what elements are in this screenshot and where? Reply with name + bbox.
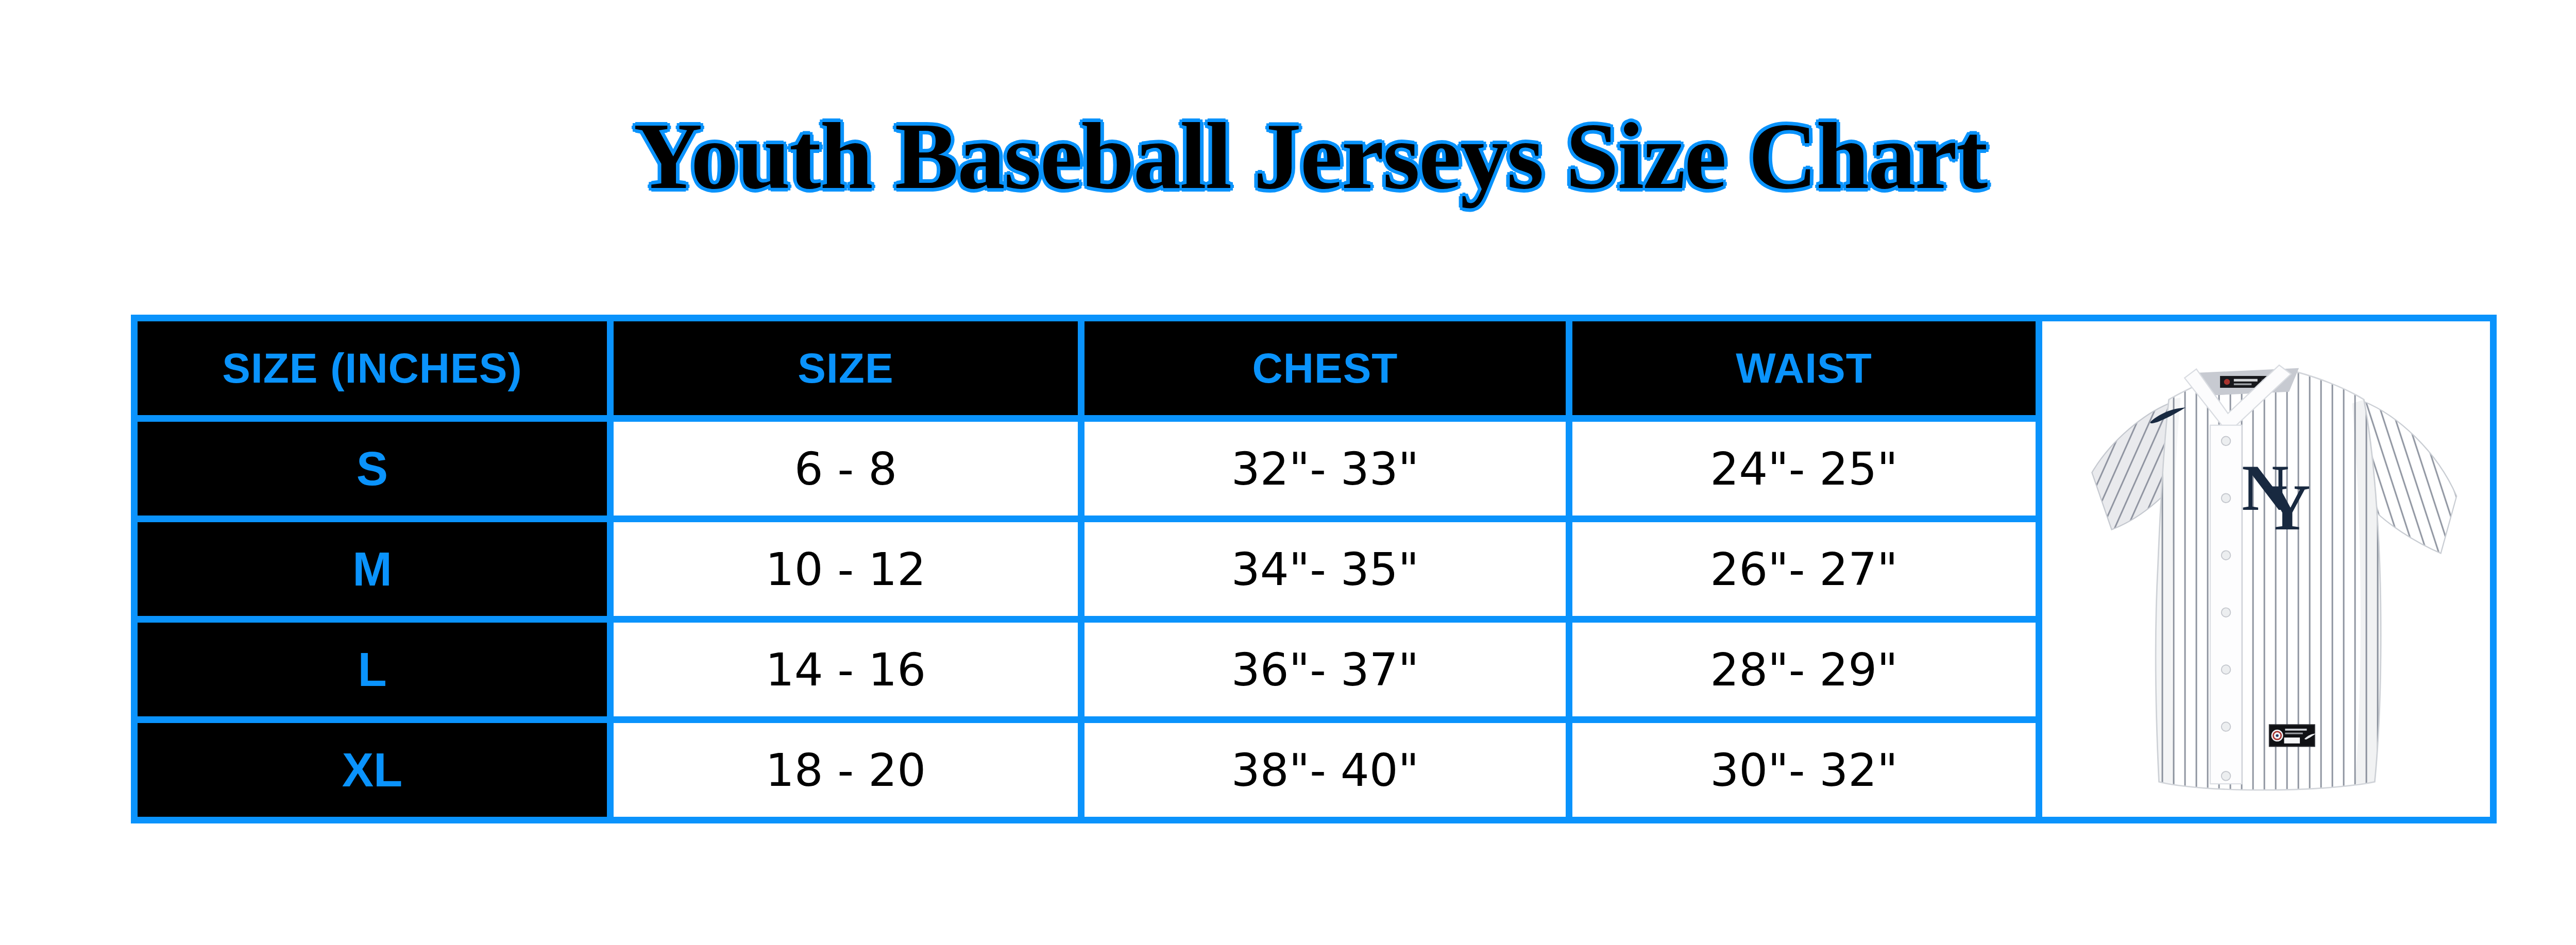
jersey-jock-tag xyxy=(2269,725,2315,746)
jersey-body xyxy=(2156,372,2381,790)
column-header-size-inches: SIZE (INCHES) xyxy=(138,321,607,415)
row-m-waist: 26"- 27" xyxy=(1572,522,2036,616)
row-m-chest: 34"- 35" xyxy=(1084,522,1566,616)
row-l-label: L xyxy=(138,623,607,716)
jersey-image: N Y xyxy=(2050,342,2483,796)
size-chart-table: SIZE (INCHES) SIZE CHEST WAIST xyxy=(131,315,2497,823)
jersey-image-cell: N Y xyxy=(2042,321,2490,817)
column-header-size: SIZE xyxy=(614,321,1078,415)
row-s-waist: 24"- 25" xyxy=(1572,422,2036,516)
ny-logo-y: Y xyxy=(2263,471,2310,543)
column-header-chest: CHEST xyxy=(1084,321,1566,415)
row-m-label: M xyxy=(138,522,607,616)
row-xl-waist: 30"- 32" xyxy=(1572,723,2036,817)
row-s-chest: 32"- 33" xyxy=(1084,422,1566,516)
row-s-label: S xyxy=(138,422,607,516)
row-xl-size: 18 - 20 xyxy=(614,723,1078,817)
row-l-size: 14 - 16 xyxy=(614,623,1078,716)
row-m-size: 10 - 12 xyxy=(614,522,1078,616)
page-title: Youth Baseball Jerseys Size Chart xyxy=(0,108,2576,203)
row-s-size: 6 - 8 xyxy=(614,422,1078,516)
jersey-placket xyxy=(2210,425,2241,784)
row-xl-chest: 38"- 40" xyxy=(1084,723,1566,817)
column-header-waist: WAIST xyxy=(1572,321,2036,415)
row-l-chest: 36"- 37" xyxy=(1084,623,1566,716)
row-xl-label: XL xyxy=(138,723,607,817)
jersey-left-sleeve xyxy=(2092,404,2168,530)
row-l-waist: 28"- 29" xyxy=(1572,623,2036,716)
